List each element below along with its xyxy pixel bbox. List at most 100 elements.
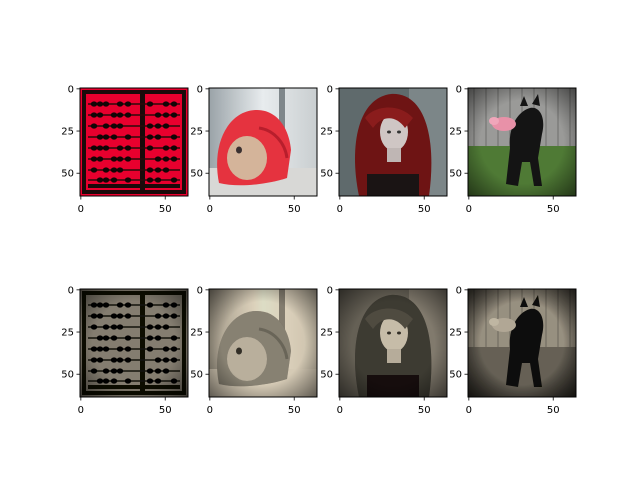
y-tick-label: 25 — [61, 328, 74, 339]
y-tick-label: 50 — [449, 370, 462, 381]
x-tick-label: 0 — [466, 405, 472, 416]
abacus-bead — [162, 145, 170, 151]
abacus-bead — [96, 112, 104, 118]
panel-image — [80, 88, 188, 196]
abacus-bead — [154, 156, 162, 162]
y-tick-label: 25 — [449, 328, 462, 339]
x-tick-label: 50 — [288, 405, 301, 416]
y-tick-label: 25 — [320, 328, 333, 339]
abacus-bead — [154, 112, 162, 118]
abacus-bead — [116, 156, 124, 162]
mannequin-neck — [387, 148, 401, 162]
abacus-bead — [146, 123, 154, 129]
abacus-bead — [90, 145, 98, 151]
abacus-bead — [146, 145, 154, 151]
x-tick-label: 50 — [547, 405, 560, 416]
y-tick-label: 50 — [61, 370, 74, 381]
abacus-bead — [110, 177, 118, 183]
panels-layer: 0 50 0 25 50 0 50 0 25 50 0 50 0 25 50 0 50 0 25 50 0 50 0 25 50… — [61, 84, 577, 416]
x-tick-label: 50 — [418, 204, 431, 215]
sepia-vignette — [80, 289, 188, 397]
axes-frame — [208, 288, 318, 398]
panel-image — [80, 289, 188, 397]
x-tick-label: 0 — [337, 405, 343, 416]
panel-image — [339, 289, 447, 397]
axes-frame — [208, 87, 318, 197]
abacus-bead — [162, 167, 170, 173]
image-content — [468, 88, 576, 196]
abacus-bead — [102, 134, 110, 140]
image-content — [339, 88, 447, 196]
x-tick-label: 50 — [288, 204, 301, 215]
abacus-bead — [162, 101, 170, 107]
abacus-bead — [146, 177, 154, 183]
y-tick-label: 0 — [197, 285, 203, 296]
abacus-bead — [102, 101, 110, 107]
panel-image — [209, 88, 317, 196]
abacus-bead — [146, 134, 154, 140]
abacus-bead — [90, 156, 98, 162]
abacus-bead — [162, 123, 170, 129]
x-tick-label: 50 — [159, 405, 172, 416]
panel-r0-c1: 0 50 0 25 50 — [190, 84, 318, 215]
abacus-bead — [154, 167, 162, 173]
abacus-base — [88, 184, 180, 188]
panel-image — [209, 289, 317, 397]
y-tick-label: 50 — [320, 169, 333, 180]
y-tick-label: 0 — [327, 285, 333, 296]
abacus-frame — [82, 90, 186, 194]
abacus-bead — [102, 177, 110, 183]
abacus-bead — [170, 156, 178, 162]
abacus-bead — [124, 145, 132, 151]
abacus-bead — [154, 177, 162, 183]
x-tick-label: 50 — [159, 204, 172, 215]
abacus-bead — [162, 156, 170, 162]
panel-r1-c0: 0 50 0 25 50 — [61, 285, 189, 416]
abacus-bead — [146, 167, 154, 173]
abacus-divider — [140, 94, 145, 190]
axes-frame — [467, 288, 577, 398]
y-tick-label: 25 — [190, 127, 203, 138]
axes-frame — [338, 87, 448, 197]
sepia-vignette — [339, 289, 447, 397]
vignette — [468, 88, 576, 196]
sepia-vignette — [468, 289, 576, 397]
panel-image — [468, 289, 576, 397]
doll-eye — [236, 146, 242, 154]
abacus-bead — [96, 101, 104, 107]
abacus-bead — [96, 145, 104, 151]
panel-r0-c0: 0 50 0 25 50 — [61, 84, 189, 215]
y-tick-label: 0 — [197, 84, 203, 95]
x-tick-label: 50 — [547, 204, 560, 215]
abacus-bead — [116, 145, 124, 151]
abacus-bead — [90, 123, 98, 129]
axes-frame — [338, 288, 448, 398]
x-tick-label: 0 — [78, 204, 84, 215]
panel-r1-c1: 0 50 0 25 50 — [190, 285, 318, 416]
abacus-bead — [96, 156, 104, 162]
abacus-bead — [110, 112, 118, 118]
mannequin-eye — [387, 130, 391, 134]
y-tick-label: 25 — [320, 127, 333, 138]
abacus-bead — [102, 167, 110, 173]
abacus-bead — [116, 167, 124, 173]
abacus-bead — [170, 145, 178, 151]
y-tick-label: 0 — [68, 285, 74, 296]
abacus-bead — [154, 123, 162, 129]
mannequin-shirt — [367, 174, 419, 196]
panel-r1-c2: 0 50 0 25 50 — [320, 285, 448, 416]
image-content — [209, 88, 317, 196]
y-tick-label: 50 — [320, 370, 333, 381]
y-tick-label: 50 — [61, 169, 74, 180]
abacus-bead — [116, 112, 124, 118]
abacus-bead — [110, 167, 118, 173]
x-tick-label: 0 — [207, 204, 213, 215]
abacus-bead — [90, 112, 98, 118]
panel-image — [339, 88, 447, 196]
abacus-bead — [110, 156, 118, 162]
y-tick-label: 25 — [61, 127, 74, 138]
wig-bangs — [365, 107, 413, 128]
sepia-vignette — [209, 289, 317, 397]
abacus-bead — [116, 123, 124, 129]
